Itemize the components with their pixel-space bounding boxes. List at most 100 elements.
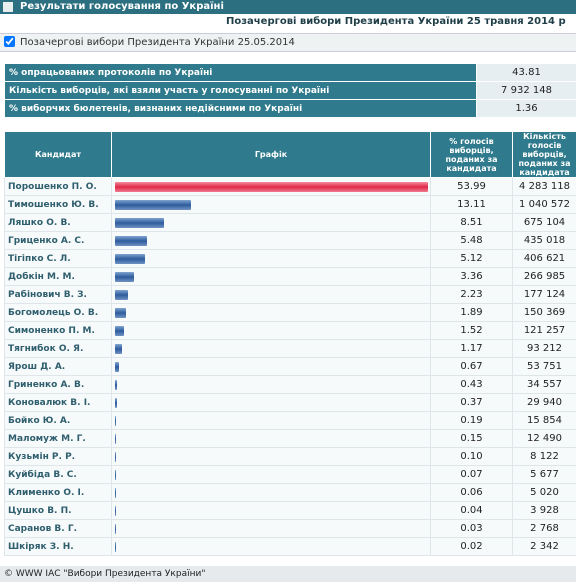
- election-text: Позачергові вибори Президента України 25…: [226, 16, 566, 27]
- vote-percent: 1.89: [430, 303, 513, 322]
- vote-percent: 53.99: [430, 177, 513, 196]
- bar: [115, 181, 429, 192]
- candidate-row: Тимошенко Ю. В. 13.11 1 040 572: [4, 195, 576, 214]
- candidate-row: Коновалюк В. І. 0.37 29 940: [4, 393, 576, 412]
- vote-count: 34 557: [512, 375, 576, 394]
- chart-cell: [111, 519, 431, 538]
- summary-label: Кількість виборців, які взяли участь у г…: [4, 81, 477, 100]
- summary-row: Кількість виборців, які взяли участь у г…: [4, 81, 576, 100]
- footer-text: © WWW ІАС "Вибори Президента України": [4, 569, 206, 579]
- candidate-row: Тягнибок О. Я. 1.17 93 212: [4, 339, 576, 358]
- bar: [115, 541, 116, 552]
- chart-cell: [111, 231, 431, 250]
- vote-count: 12 490: [512, 429, 576, 448]
- vote-count: 15 854: [512, 411, 576, 430]
- candidate-name: Тягнибок О. Я.: [4, 339, 112, 358]
- footer: © WWW ІАС "Вибори Президента України": [0, 566, 576, 582]
- vote-count: 5 677: [512, 465, 576, 484]
- chart-cell: [111, 357, 431, 376]
- vote-percent: 0.15: [430, 429, 513, 448]
- results-table: Кандидат Графік% голосів виборців, подани…: [4, 131, 576, 556]
- vote-count: 177 124: [512, 285, 576, 304]
- candidate-row: Саранов В. Г. 0.03 2 768: [4, 519, 576, 538]
- vote-count: 2 342: [512, 537, 576, 556]
- bar: [115, 451, 116, 462]
- bar: [115, 379, 118, 390]
- title: Результати голосування по Україні: [20, 1, 224, 12]
- vote-count: 435 018: [512, 231, 576, 250]
- candidate-row: Рабінович В. З. 2.23 177 124: [4, 285, 576, 304]
- summary-table: % опрацьованих протоколів по Україні 43.8…: [4, 63, 576, 118]
- column-header: Кількість голосів виборців, поданих за к…: [512, 131, 576, 178]
- candidate-row: Шкіряк З. Н. 0.02 2 342: [4, 537, 576, 556]
- chart-cell: [111, 303, 431, 322]
- vote-percent: 1.17: [430, 339, 513, 358]
- candidate-row: Гриценко А. С. 5.48 435 018: [4, 231, 576, 250]
- vote-count: 53 751: [512, 357, 576, 376]
- candidate-row: Кузьмін Р. Р. 0.10 8 122: [4, 447, 576, 466]
- vote-count: 1 040 572: [512, 195, 576, 214]
- vote-percent: 0.43: [430, 375, 513, 394]
- candidate-row: Куйбіда В. С. 0.07 5 677: [4, 465, 576, 484]
- bar: [115, 433, 116, 444]
- election-title: Позачергові вибори Президента України 25…: [0, 16, 576, 30]
- filter-row: Позачергові вибори Президента України 25…: [0, 33, 576, 52]
- filter-checkbox[interactable]: [4, 36, 15, 47]
- vote-percent: 0.06: [430, 483, 513, 502]
- bar: [115, 271, 135, 282]
- candidate-row: Маломуж М. Г. 0.15 12 490: [4, 429, 576, 448]
- column-header: % голосів виборців, поданих за кандидата: [430, 131, 513, 178]
- chart-cell: [111, 267, 431, 286]
- vote-percent: 2.23: [430, 285, 513, 304]
- vote-count: 406 621: [512, 249, 576, 268]
- bar: [115, 307, 126, 318]
- vote-count: 4 283 118: [512, 177, 576, 196]
- vote-percent: 1.52: [430, 321, 513, 340]
- candidate-name: Тимошенко Ю. В.: [4, 195, 112, 214]
- chart-cell: [111, 483, 431, 502]
- vote-percent: 0.07: [430, 465, 513, 484]
- candidate-name: Кузьмін Р. Р.: [4, 447, 112, 466]
- vote-count: 121 257: [512, 321, 576, 340]
- chart-cell: [111, 501, 431, 520]
- vote-percent: 0.37: [430, 393, 513, 412]
- candidate-name: Цушко В. П.: [4, 501, 112, 520]
- candidate-name: Ярош Д. А.: [4, 357, 112, 376]
- vote-count: 150 369: [512, 303, 576, 322]
- title-bar: Результати голосування по Україні: [0, 0, 576, 14]
- candidate-name: Порошенко П. О.: [4, 177, 112, 196]
- bar: [115, 199, 192, 210]
- vote-count: 3 928: [512, 501, 576, 520]
- summary-row: % опрацьованих протоколів по Україні 43.8…: [4, 63, 576, 82]
- bar: [115, 343, 122, 354]
- chart-cell: [111, 393, 431, 412]
- vote-count: 266 985: [512, 267, 576, 286]
- summary-value: 7 932 148: [476, 81, 576, 100]
- bar: [115, 325, 124, 336]
- candidate-name: Рабінович В. З.: [4, 285, 112, 304]
- candidate-name: Куйбіда В. С.: [4, 465, 112, 484]
- vote-percent: 0.02: [430, 537, 513, 556]
- summary-row: % виборчих бюлетенів, визнаних недійсним…: [4, 99, 576, 118]
- vote-count: 2 768: [512, 519, 576, 538]
- candidate-row: Богомолець О. В. 1.89 150 369: [4, 303, 576, 322]
- candidate-row: Цушко В. П. 0.04 3 928: [4, 501, 576, 520]
- vote-percent: 5.12: [430, 249, 513, 268]
- candidate-row: Ляшко О. В. 8.51 675 104: [4, 213, 576, 232]
- vote-percent: 3.36: [430, 267, 513, 286]
- vote-percent: 5.48: [430, 231, 513, 250]
- candidate-row: Гриненко А. В. 0.43 34 557: [4, 375, 576, 394]
- summary-label: % виборчих бюлетенів, визнаних недійсним…: [4, 99, 477, 118]
- candidate-row: Симоненко П. М. 1.52 121 257: [4, 321, 576, 340]
- bar: [115, 505, 116, 516]
- candidate-name: Клименко О. І.: [4, 483, 112, 502]
- summary-value: 1.36: [476, 99, 576, 118]
- bar: [115, 523, 116, 534]
- candidate-name: Симоненко П. М.: [4, 321, 112, 340]
- vote-count: 93 212: [512, 339, 576, 358]
- vote-percent: 13.11: [430, 195, 513, 214]
- filter-label[interactable]: Позачергові вибори Президента України 25…: [20, 37, 295, 48]
- summary-label: % опрацьованих протоколів по Україні: [4, 63, 477, 82]
- vote-percent: 8.51: [430, 213, 513, 232]
